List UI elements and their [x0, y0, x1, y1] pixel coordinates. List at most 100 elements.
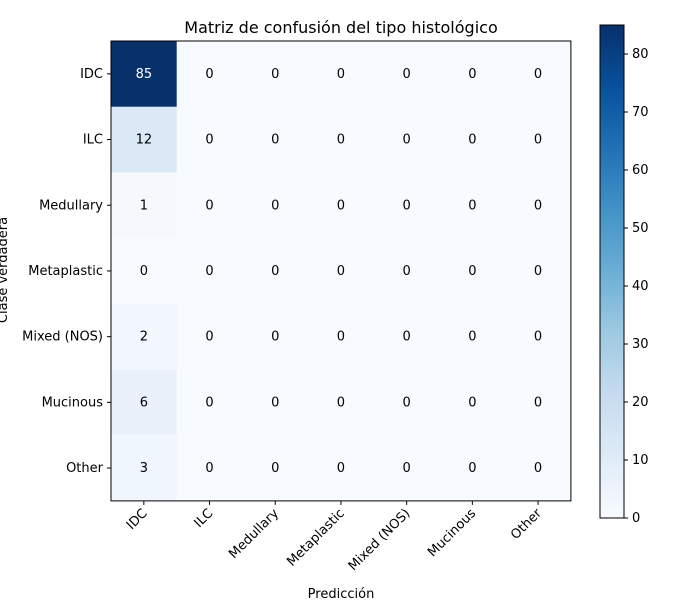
matrix-cell — [242, 303, 309, 370]
matrix-cell-value: 0 — [205, 198, 213, 213]
matrix-cell-value: 0 — [205, 133, 213, 148]
matrix-cell-value: 0 — [205, 395, 213, 410]
colorbar-tick-label: 70 — [632, 105, 649, 120]
matrix-cell-value: 0 — [534, 330, 542, 345]
matrix-cell-value: 0 — [337, 133, 345, 148]
matrix-cell-value: 3 — [140, 461, 148, 476]
matrix-cell-value: 0 — [205, 67, 213, 82]
y-tick-label: Mucinous — [42, 395, 104, 410]
matrix-cell — [242, 172, 309, 239]
matrix-cell — [111, 172, 178, 239]
matrix-cell-value: 0 — [534, 67, 542, 82]
matrix-cell — [176, 41, 243, 108]
matrix-cell-value: 0 — [140, 264, 148, 279]
matrix-cell-value: 1 — [140, 198, 148, 213]
y-tick-label: Other — [66, 461, 104, 476]
matrix-cell-value: 0 — [403, 198, 411, 213]
matrix-cell-value: 0 — [403, 461, 411, 476]
matrix-cell — [242, 369, 309, 436]
matrix-cell — [505, 303, 572, 370]
x-tick-label: Mucinous — [425, 506, 479, 560]
x-tick-label: Other — [508, 506, 545, 543]
matrix-cell-value: 85 — [136, 67, 153, 82]
matrix-cell — [242, 238, 309, 305]
matrix-cell — [176, 303, 243, 370]
matrix-cell-value: 0 — [534, 395, 542, 410]
x-axis-label: Predicción — [308, 587, 375, 600]
matrix-cell — [111, 435, 178, 502]
matrix-cell-value: 0 — [271, 198, 279, 213]
matrix-cell-value: 0 — [468, 67, 476, 82]
matrix-cell — [373, 172, 440, 239]
matrix-cell-value: 0 — [337, 461, 345, 476]
matrix-cell-value: 0 — [205, 461, 213, 476]
matrix-cell — [373, 369, 440, 436]
matrix-cell — [505, 369, 572, 436]
matrix-cell-value: 0 — [403, 264, 411, 279]
matrix-cell — [308, 172, 375, 239]
matrix-cell — [111, 41, 178, 108]
matrix-cell-value: 0 — [271, 395, 279, 410]
matrix-cell — [308, 41, 375, 108]
matrix-cell — [439, 172, 506, 239]
matrix-cell-value: 0 — [271, 330, 279, 345]
matrix-cell — [373, 238, 440, 305]
matrix-cell — [373, 41, 440, 108]
y-axis-ticks: IDC ILC Medullary Metaplastic Mixed (NOS) Muc… — [22, 67, 111, 476]
matrix-cell — [439, 369, 506, 436]
matrix-cell-value: 0 — [534, 133, 542, 148]
matrix-cell-value: 0 — [468, 395, 476, 410]
matrix-cell-value: 2 — [140, 330, 148, 345]
colorbar-tick-label: 0 — [632, 511, 640, 526]
matrix-cell-value: 0 — [468, 133, 476, 148]
matrix-cell — [308, 106, 375, 173]
x-tick-label: IDC — [124, 506, 151, 533]
matrix-cell — [176, 172, 243, 239]
matrix-cell — [242, 41, 309, 108]
matrix-cell-value: 0 — [271, 67, 279, 82]
matrix-cell-value: 0 — [337, 395, 345, 410]
x-tick-label: Metaplastic — [284, 506, 347, 569]
colorbar-tick-label: 10 — [632, 453, 649, 468]
matrix-cell-value: 0 — [337, 67, 345, 82]
matrix-cell — [439, 303, 506, 370]
matrix-cell-value: 6 — [140, 395, 148, 410]
matrix-cell — [373, 106, 440, 173]
matrix-cell-value: 0 — [468, 198, 476, 213]
matrix-cell — [308, 238, 375, 305]
colorbar-tick-label: 40 — [632, 279, 649, 294]
y-tick-label: ILC — [83, 133, 103, 148]
matrix-cells — [111, 41, 572, 502]
matrix-cell-value: 0 — [271, 133, 279, 148]
matrix-cell — [373, 303, 440, 370]
chart-title: Matriz de confusión del tipo histológico — [184, 18, 497, 37]
matrix-cell-value: 0 — [403, 330, 411, 345]
matrix-cell-value: 0 — [403, 395, 411, 410]
matrix-cell-value: 0 — [205, 264, 213, 279]
colorbar-tick-label: 50 — [632, 221, 649, 236]
y-tick-label: Mixed (NOS) — [22, 330, 103, 345]
matrix-cell-value: 0 — [534, 264, 542, 279]
matrix-cell — [111, 303, 178, 370]
matrix-cell — [505, 435, 572, 502]
matrix-cell-value: 0 — [403, 133, 411, 148]
colorbar-tick-label: 60 — [632, 163, 649, 178]
matrix-cell — [176, 435, 243, 502]
matrix-cell-value: 0 — [534, 198, 542, 213]
colorbar — [599, 24, 625, 519]
matrix-cell — [176, 238, 243, 305]
matrix-cell-labels: 85 0 0 0 0 0 0 12 0 0 0 0 0 0 1 0 0 0 0 0 0 0 0 0 0 0 0 0 2 0 0 0 0 0 0 6 0 0… — [136, 67, 543, 476]
matrix-cell — [505, 238, 572, 305]
matrix-cell-value: 0 — [468, 461, 476, 476]
matrix-cell — [439, 41, 506, 108]
matrix-cell — [308, 303, 375, 370]
matrix-cell — [242, 435, 309, 502]
y-tick-label: Metaplastic — [28, 264, 103, 279]
matrix-cell-value: 12 — [136, 133, 153, 148]
colorbar-tick-label: 20 — [632, 395, 649, 410]
matrix-cell-value: 0 — [403, 67, 411, 82]
matrix-cell-value: 0 — [468, 330, 476, 345]
matrix-cell — [439, 106, 506, 173]
matrix-cell-value: 0 — [468, 264, 476, 279]
